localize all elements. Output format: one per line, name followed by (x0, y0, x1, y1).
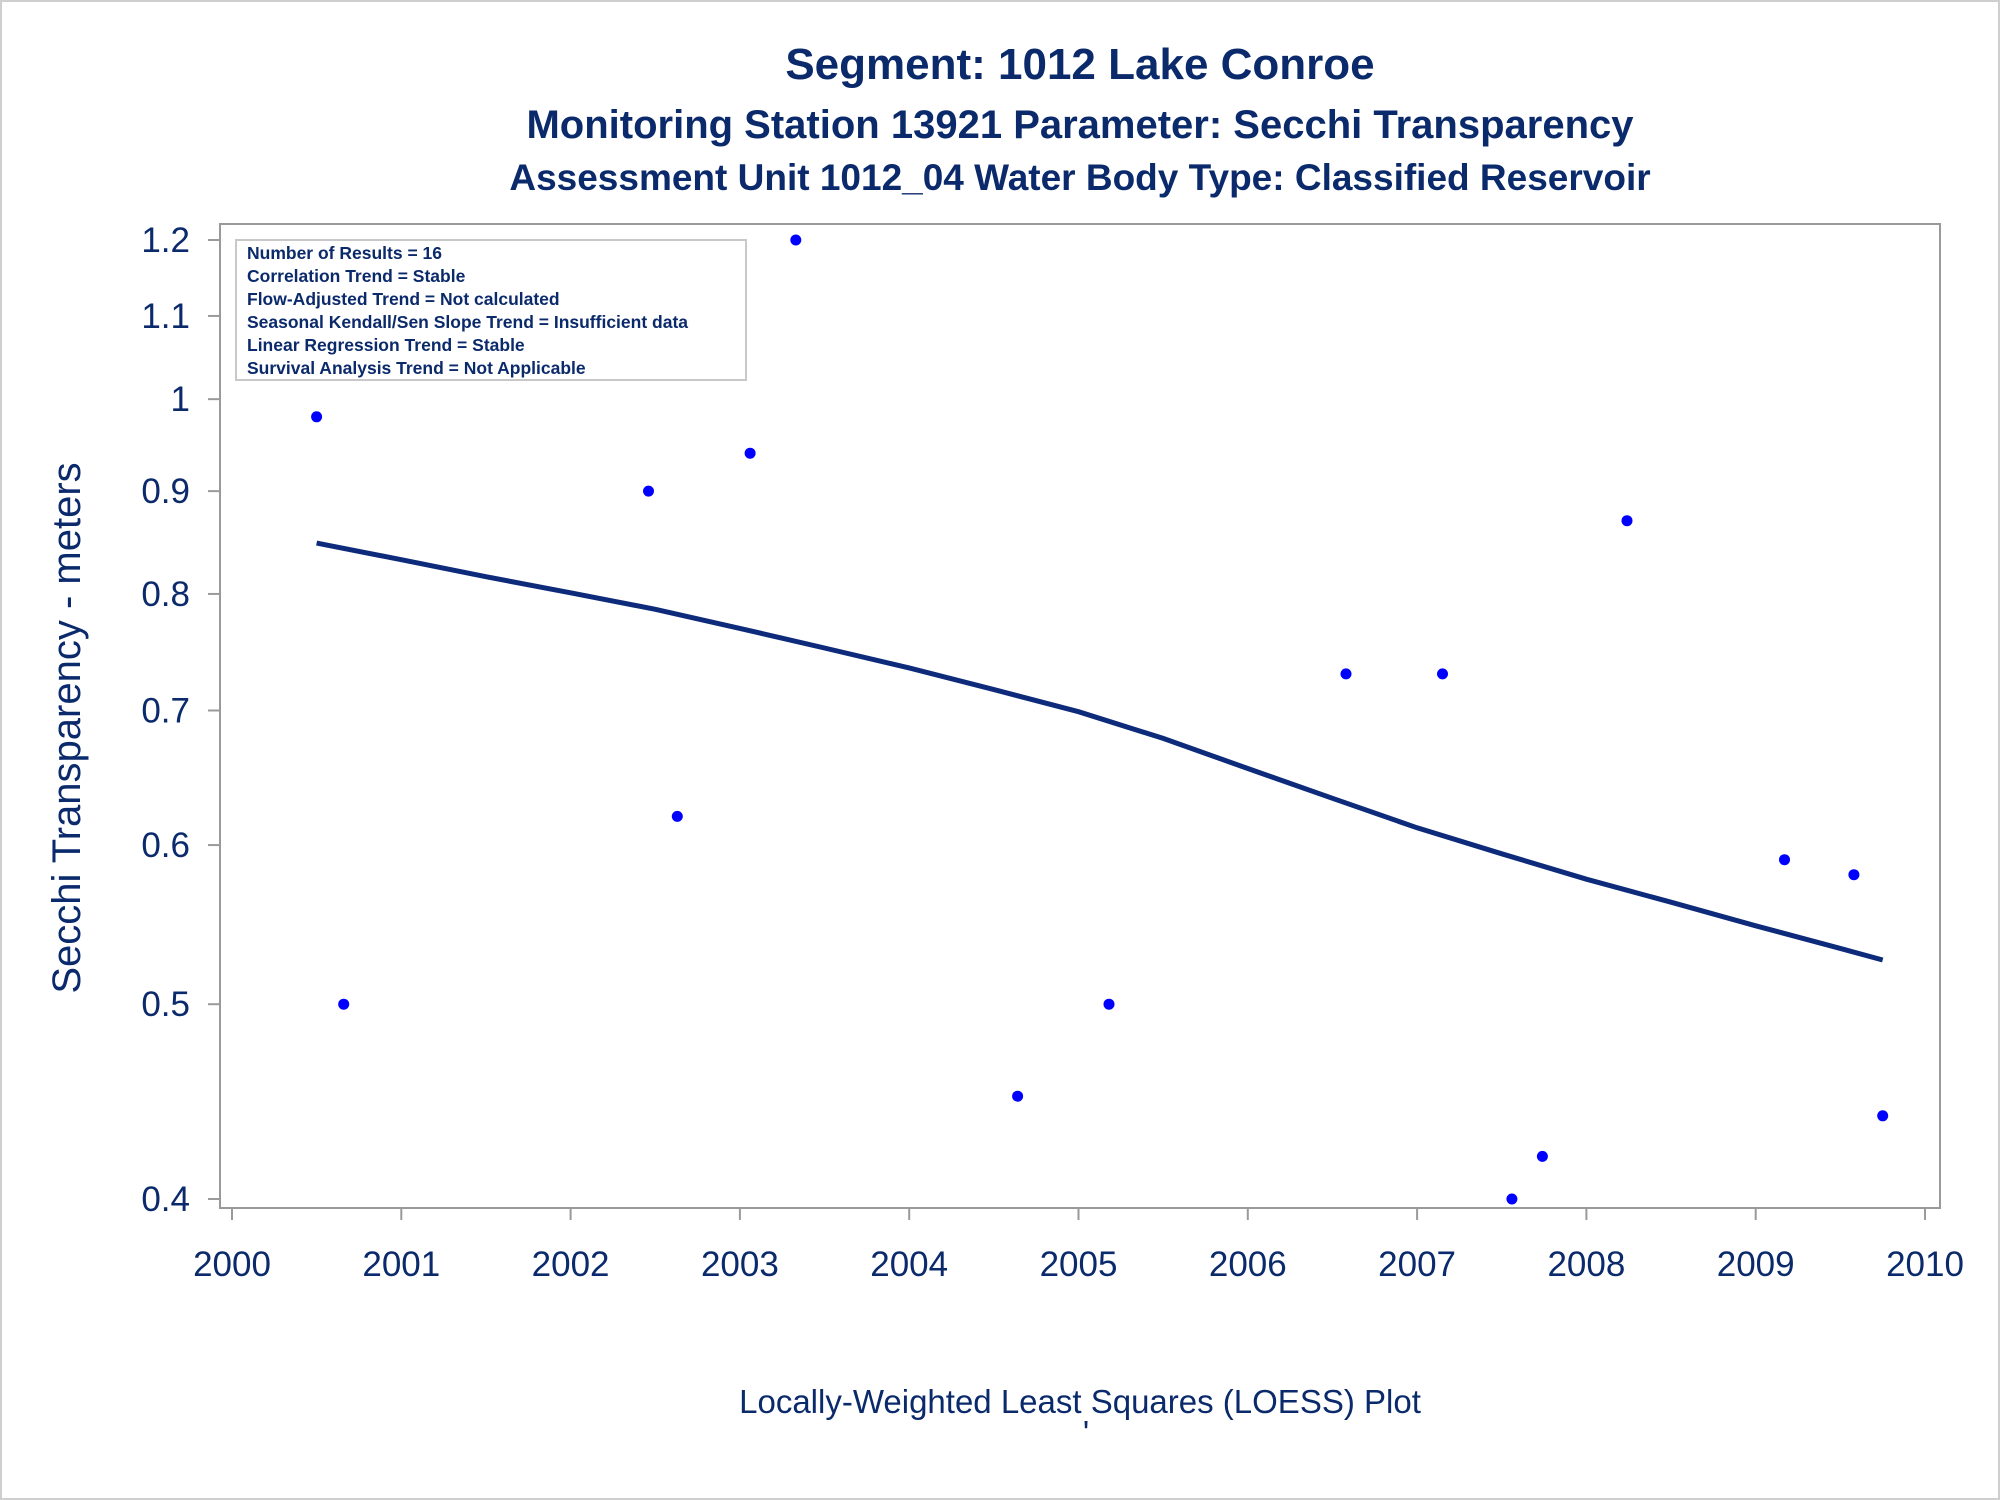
x-tick-label: 2002 (532, 1245, 610, 1284)
stats-line: Seasonal Kendall/Sen Slope Trend = Insuf… (247, 312, 688, 332)
data-point (1621, 515, 1633, 527)
data-point (1779, 854, 1790, 866)
data-point (1437, 668, 1448, 680)
data-point (744, 447, 756, 459)
x-axis: 2000 2001 2002 2003 2004 2005 2006 2007 2008 2009… (193, 1208, 1964, 1284)
x-tick-label: 2006 (1209, 1245, 1287, 1284)
y-tick-label: 1.1 (141, 297, 190, 336)
y-tick-label: 0.7 (141, 692, 190, 731)
chart-subtitle: Monitoring Station 13921 Parameter: Secc… (526, 103, 1634, 147)
y-tick-label: 0.4 (141, 1180, 190, 1219)
x-tick-label: 2004 (870, 1245, 948, 1284)
y-tick-label: 1.2 (141, 221, 190, 260)
x-tick-label: 2005 (1040, 1245, 1118, 1284)
data-point (1103, 998, 1115, 1010)
x-tick-label: 2007 (1378, 1245, 1456, 1284)
stats-box-border (235, 239, 747, 381)
x-tick-label: 2000 (193, 1245, 271, 1284)
y-tick-label: 0.6 (141, 826, 190, 865)
chart-title: Segment: 1012 Lake Conroe (785, 40, 1374, 89)
y-tick-label: 0.5 (141, 985, 190, 1024)
data-point (311, 411, 323, 423)
stats-line: Flow-Adjusted Trend = Not calculated (247, 289, 560, 309)
chart-subtitle-2: Assessment Unit 1012_04 Water Body Type:… (509, 157, 1650, 198)
data-point (643, 485, 654, 497)
x-tick-label: 2001 (362, 1245, 440, 1284)
data-point (1012, 1090, 1024, 1102)
y-tick-label: 0.8 (141, 575, 190, 614)
data-point (1340, 668, 1352, 680)
data-point (1506, 1193, 1518, 1205)
y-tick-label: 0.9 (141, 472, 190, 511)
data-point (1848, 869, 1860, 881)
x-tick-label: 2003 (701, 1245, 779, 1284)
data-point (1536, 1150, 1548, 1162)
data-points (311, 234, 1889, 1205)
x-tick-label: 2010 (1886, 1245, 1964, 1284)
data-point (671, 810, 683, 822)
x-tick-label: 2008 (1547, 1245, 1625, 1284)
footnote: Locally-Weighted Least Squares (LOESS) P… (739, 1383, 1421, 1420)
y-tick-label: 1 (171, 380, 190, 419)
stats-line: Survival Analysis Trend = Not Applicable (247, 358, 586, 378)
y-axis-label: Secchi Transparency - meters (45, 462, 89, 993)
stats-box: Number of Results = 16 Correlation Trend… (235, 239, 747, 381)
stats-line: Linear Regression Trend = Stable (247, 335, 525, 355)
x-tick-label: 2009 (1717, 1245, 1795, 1284)
data-point (338, 998, 350, 1010)
plot-area (219, 223, 1941, 1209)
y-axis: 0.4 0.5 0.6 0.7 0.8 0.9 1 1.1 1.2 (141, 221, 220, 1219)
footnote-mark: ' (1083, 1414, 1089, 1451)
data-point (1877, 1110, 1889, 1122)
stats-line: Number of Results = 16 (247, 243, 442, 263)
data-point (790, 234, 802, 246)
stats-line: Correlation Trend = Stable (247, 266, 466, 286)
loess-line (316, 540, 1884, 963)
